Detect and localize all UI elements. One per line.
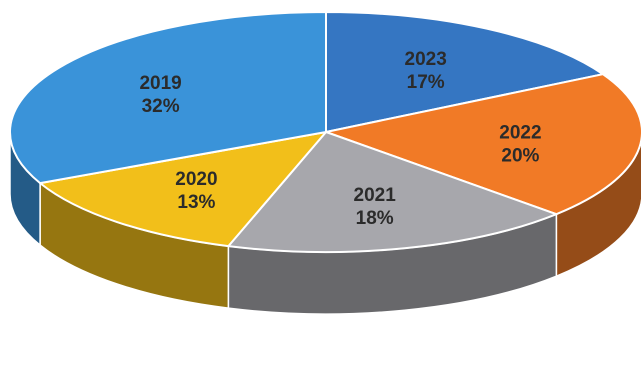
- slice-category-label: 2023: [405, 49, 447, 70]
- slice-value-label: 13%: [177, 192, 215, 213]
- slice-value-label: 18%: [356, 208, 394, 229]
- pie-slice-2021: [227, 131, 558, 253]
- slice-value-label: 20%: [501, 145, 539, 166]
- pie-slice-2022: [325, 73, 641, 216]
- pie-slice-2020: [39, 131, 327, 248]
- pie-slice-2023: [325, 11, 604, 133]
- pie-slice-2019: [9, 11, 327, 185]
- slice-category-label: 2020: [175, 169, 217, 190]
- slice-value-label: 17%: [407, 72, 445, 93]
- slice-category-label: 2021: [354, 185, 397, 206]
- slice-category-label: 2022: [499, 122, 541, 143]
- slice-value-label: 32%: [142, 96, 180, 117]
- pie-top-faces: [9, 11, 641, 253]
- slice-category-label: 2019: [139, 73, 181, 94]
